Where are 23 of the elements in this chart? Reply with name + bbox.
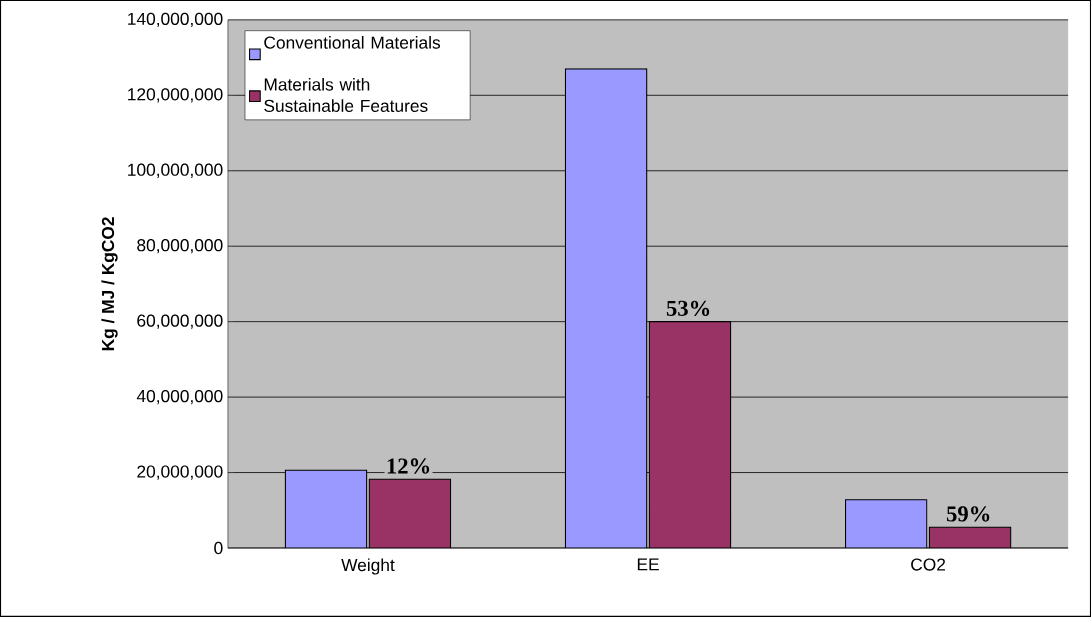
x-tick-label: CO2 [911, 558, 946, 571]
annotation: 59% [946, 506, 990, 522]
y-tick-label: 80,000,000 [137, 239, 223, 254]
y-tick-label: 140,000,000 [128, 12, 223, 28]
legend-label: Conventional Materials [264, 36, 441, 49]
y-tick-label: 60,000,000 [137, 314, 223, 329]
annotation: 53% [666, 300, 710, 317]
y-tick-label: 20,000,000 [137, 465, 223, 480]
y-tick-label: 40,000,000 [136, 389, 223, 405]
bar [284, 469, 368, 549]
bar [564, 68, 648, 549]
legend-label: Materials with Sustainable Features [264, 77, 428, 113]
y-tick-label: 0 [214, 541, 223, 555]
bar [648, 321, 732, 549]
bar [928, 526, 1012, 549]
bar [845, 499, 928, 549]
y-axis-title: Kg / MJ / KgCO2 [101, 217, 118, 351]
bar [368, 478, 452, 549]
x-tick-label: EE [637, 558, 659, 571]
x-tick-label: Weight [341, 558, 395, 575]
annotation: 12% [387, 458, 430, 474]
y-tick-label: 120,000,000 [128, 88, 223, 103]
y-tick-label: 100,000,000 [128, 163, 223, 178]
